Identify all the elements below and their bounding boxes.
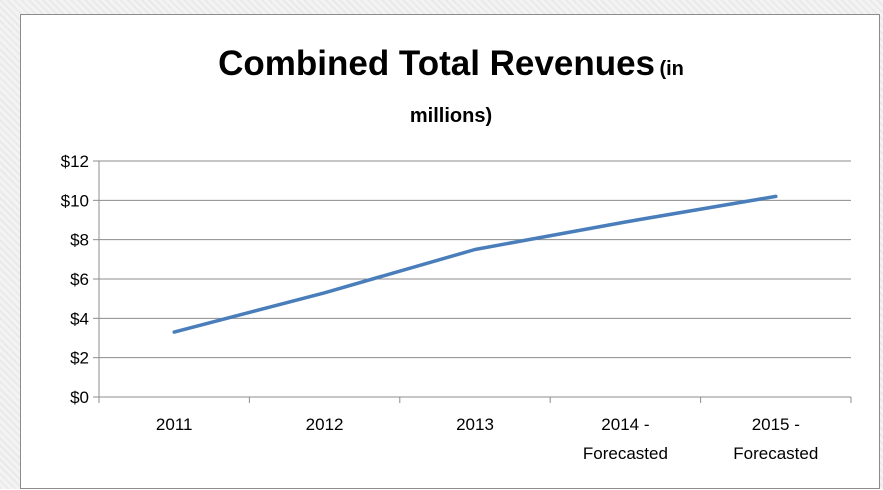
series-lines [174,196,776,332]
x-tick-labels: 2011 2012 2013 2014 - Forecasted 2015 - Foreca… [156,415,818,463]
y-tick-labels: $0 $2 $4 $6 $8 $10 $12 [61,152,89,407]
x-tick-label: Forecasted [583,444,668,463]
y-tick-label: $12 [61,152,89,171]
chart-container: Combined Total Revenues (in millions) $0… [20,14,880,489]
x-tick-label: 2013 [456,415,494,434]
x-tick-label: 2014 - [601,415,649,434]
series-line [174,196,776,332]
y-tick-label: $4 [70,309,89,328]
y-tick-label: $6 [70,270,89,289]
y-tick-label: $8 [70,231,89,250]
axes [93,161,851,403]
gridlines [99,161,851,358]
y-tick-label: $0 [70,388,89,407]
x-tick-label: Forecasted [733,444,818,463]
line-chart-plot: $0 $2 $4 $6 $8 $10 $12 2011 2012 2013 2014 - Forec… [21,15,881,490]
y-tick-label: $10 [61,191,89,210]
y-tick-label: $2 [70,349,89,368]
x-tick-label: 2015 - [752,415,800,434]
x-tick-label: 2011 [156,415,193,434]
x-tick-label: 2012 [306,415,344,434]
